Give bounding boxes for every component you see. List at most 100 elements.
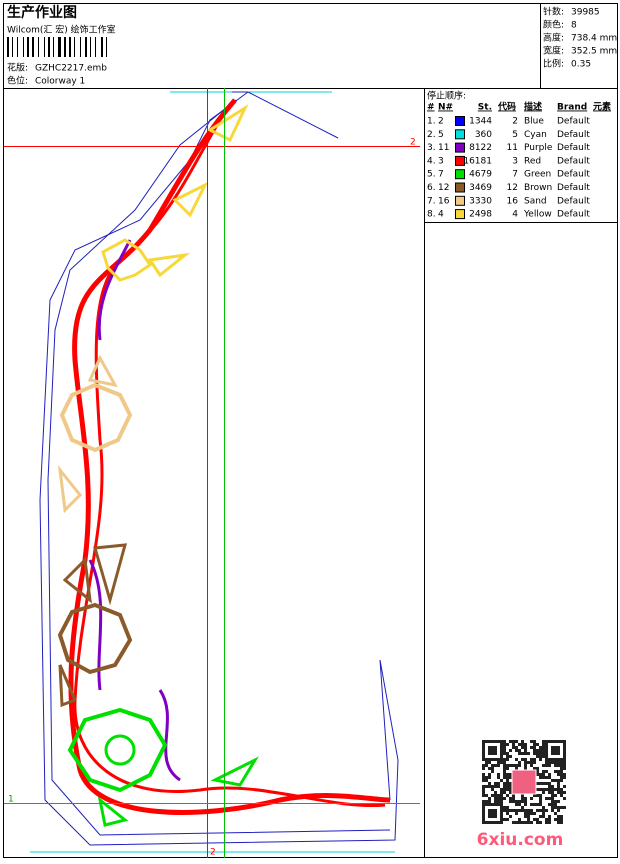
qr-module [551, 788, 554, 791]
bar-stripe [17, 37, 18, 57]
qr-module [548, 797, 551, 800]
qr-module [536, 773, 539, 776]
leaf [57, 354, 118, 514]
qr-module [551, 803, 554, 806]
qr-module [533, 752, 536, 755]
qr-module [518, 761, 521, 764]
qr-module [557, 782, 560, 785]
brand: Default [557, 210, 590, 220]
needle: 4 [438, 210, 444, 220]
qr-module [482, 800, 485, 803]
qr-module [533, 746, 536, 749]
qr-module [491, 821, 494, 824]
qr-module [530, 809, 533, 812]
qr-module [506, 752, 509, 755]
design: 1 2 2 [4, 88, 420, 858]
code: 5 [512, 130, 518, 140]
qr-module [530, 761, 533, 764]
bar-stripe [27, 37, 29, 57]
qr-module [539, 821, 542, 824]
qr-module [500, 746, 503, 749]
qr-module [500, 788, 503, 791]
guide-label: 2 [210, 848, 216, 858]
qr-module [506, 782, 509, 785]
qr-module [539, 803, 542, 806]
qr-module [503, 770, 506, 773]
flower [59, 382, 133, 453]
qr-module [560, 776, 563, 779]
qr-module [554, 818, 557, 821]
row-number: 2. [427, 130, 436, 140]
qr-module [545, 770, 548, 773]
qr-module [518, 821, 521, 824]
qr-module [536, 749, 539, 752]
qr-module [554, 764, 557, 767]
qr-module [512, 743, 515, 746]
qr-module [482, 749, 485, 752]
qr-module [509, 785, 512, 788]
column-header: 代码 [497, 101, 516, 113]
qr-module [536, 788, 539, 791]
stat-label: 颜色: [543, 19, 564, 31]
qr-module [506, 809, 509, 812]
qr-module [500, 755, 503, 758]
qr-module [524, 821, 527, 824]
brand: Default [557, 196, 590, 206]
qr-module [545, 818, 548, 821]
qr-module [509, 749, 512, 752]
qr-module [539, 773, 542, 776]
qr-module [545, 797, 548, 800]
qr-module [533, 749, 536, 752]
guide-label: 1 [8, 795, 14, 805]
needle: 7 [438, 170, 444, 180]
qr-module [488, 749, 491, 752]
qr-module [491, 803, 494, 806]
stat-value: 0.35 [571, 60, 591, 70]
qr-module [536, 818, 539, 821]
qr-module [515, 812, 518, 815]
qr-module [533, 758, 536, 761]
qr-module [512, 746, 515, 749]
column-header: Brand [557, 103, 587, 113]
outline [47, 99, 391, 836]
qr-module [512, 800, 515, 803]
qr-module [524, 752, 527, 755]
qr-module [563, 752, 566, 755]
qr-module [560, 764, 563, 767]
qr-module [506, 773, 509, 776]
qr-module [482, 752, 485, 755]
qr-module [563, 761, 566, 764]
qr-module [500, 800, 503, 803]
qr-module [551, 749, 554, 752]
qr-module [563, 764, 566, 767]
row-number: 4. [427, 156, 436, 166]
qr-module [557, 809, 560, 812]
qr-module [524, 758, 527, 761]
qr-module [497, 800, 500, 803]
qr-module [542, 809, 545, 812]
qr-module [524, 797, 527, 800]
qr-module [545, 782, 548, 785]
qr-module [530, 797, 533, 800]
qr-module [491, 788, 494, 791]
code: 7 [512, 170, 518, 180]
qr-module [482, 773, 485, 776]
qr-module [488, 776, 491, 779]
qr-module [551, 761, 554, 764]
bar-stripe [44, 37, 45, 57]
qr-module [554, 812, 557, 815]
qr-module [509, 755, 512, 758]
qr-logo [511, 769, 537, 795]
qr-module [482, 755, 485, 758]
stat-label: 比例: [543, 58, 564, 70]
qr-module [515, 767, 518, 770]
qr-module [506, 806, 509, 809]
qr-module [518, 743, 521, 746]
qr-module [497, 758, 500, 761]
qr-module [485, 740, 488, 743]
qr-module [500, 797, 503, 800]
qr-module [506, 767, 509, 770]
bar-stripe [90, 37, 91, 57]
qr-module [545, 776, 548, 779]
